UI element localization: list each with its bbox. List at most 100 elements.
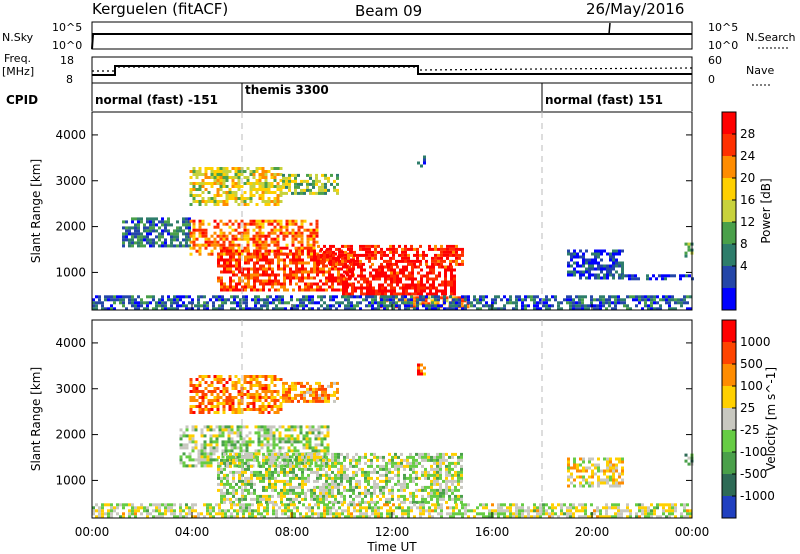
power-cell: [256, 252, 259, 256]
velocity-cell: [340, 470, 343, 474]
velocity-cell: [343, 458, 346, 462]
velocity-cell: [500, 512, 503, 516]
power-cell: [629, 307, 632, 311]
power-colorbar-swatch: [722, 200, 736, 222]
velocity-cell: [308, 440, 312, 444]
power-cell: [161, 298, 164, 302]
power-cell: [222, 252, 226, 256]
power-cell: [294, 231, 298, 235]
power-cell: [294, 234, 298, 238]
velocity-cell: [503, 503, 506, 507]
velocity-cell: [203, 452, 207, 456]
velocity-cell: [255, 408, 259, 411]
velocity-cell: [276, 393, 280, 396]
power-cell: [369, 280, 372, 284]
power-cell: [262, 288, 265, 292]
power-cell: [378, 268, 381, 272]
power-cell: [257, 301, 260, 305]
power-cell: [346, 273, 349, 277]
velocity-cell: [442, 455, 445, 459]
power-cell: [243, 234, 247, 238]
date-label: 26/May/2016: [586, 0, 684, 18]
power-cell: [423, 158, 426, 162]
power-cell: [313, 249, 316, 253]
velocity-cell: [255, 375, 259, 378]
power-cell: [185, 244, 188, 248]
velocity-cell: [302, 446, 306, 450]
velocity-cell: [269, 428, 273, 432]
power-cell: [225, 179, 229, 182]
velocity-cell: [245, 446, 249, 450]
velocity-cell: [337, 455, 340, 459]
power-cell: [216, 222, 220, 226]
power-cell: [461, 253, 464, 257]
power-cell: [353, 253, 356, 257]
power-cell: [239, 307, 242, 311]
velocity-cell: [301, 473, 304, 477]
velocity-cell: [406, 461, 409, 465]
power-cell: [235, 258, 238, 262]
velocity-cell: [270, 408, 274, 411]
velocity-cell: [264, 390, 268, 393]
power-cell: [618, 264, 621, 268]
power-cell: [344, 244, 347, 248]
velocity-cell: [460, 470, 463, 474]
velocity-cell: [318, 387, 321, 391]
power-cell: [431, 301, 434, 305]
velocity-cell: [431, 503, 434, 507]
velocity-cell: [650, 509, 653, 513]
power-cell: [429, 292, 432, 296]
power-cell: [599, 307, 602, 311]
power-cell: [605, 307, 608, 311]
velocity-cell: [317, 437, 321, 441]
velocity-cell: [430, 485, 433, 489]
power-cell: [464, 298, 467, 302]
power-cell: [164, 226, 167, 230]
velocity-cell: [352, 473, 355, 477]
power-cell: [363, 277, 366, 281]
velocity-cell: [362, 515, 365, 519]
velocity-cell: [331, 461, 334, 465]
power-cell: [272, 298, 275, 302]
velocity-cell: [460, 497, 463, 501]
velocity-cell: [255, 393, 259, 396]
velocity-cell: [464, 509, 467, 513]
power-cell: [266, 301, 269, 305]
power-cell: [428, 244, 431, 248]
velocity-cell: [355, 458, 358, 462]
velocity-cell: [195, 384, 199, 387]
power-cell: [220, 276, 223, 280]
velocity-cell: [253, 488, 256, 492]
velocity-cell: [299, 428, 303, 432]
velocity-cell: [533, 509, 536, 513]
power-cell: [410, 295, 413, 299]
velocity-cell: [395, 515, 398, 519]
power-cell: [228, 231, 232, 235]
velocity-cell: [641, 503, 644, 507]
velocity-cell: [305, 506, 308, 510]
power-cell: [366, 289, 369, 293]
power-cell: [313, 276, 316, 280]
power-cell: [232, 258, 235, 262]
power-cell: [173, 298, 176, 302]
velocity-cell: [326, 434, 330, 438]
velocity-cell: [401, 515, 404, 519]
power-cell: [680, 304, 683, 308]
velocity-cell: [449, 512, 452, 516]
power-cell: [250, 285, 253, 289]
velocity-cell: [317, 449, 321, 453]
velocity-cell: [257, 449, 261, 453]
velocity-cell: [439, 476, 442, 480]
velocity-cell: [401, 506, 404, 510]
velocity-cell: [275, 509, 278, 513]
velocity-cell: [430, 473, 433, 477]
power-cell: [591, 261, 594, 265]
velocity-cell: [246, 405, 250, 408]
power-cell: [311, 298, 314, 302]
velocity-cell: [349, 461, 352, 465]
velocity-cell: [355, 479, 358, 483]
velocity-cell: [220, 497, 223, 501]
velocity-cell: [188, 452, 192, 456]
power-cell: [249, 191, 253, 194]
power-cell: [578, 298, 581, 302]
